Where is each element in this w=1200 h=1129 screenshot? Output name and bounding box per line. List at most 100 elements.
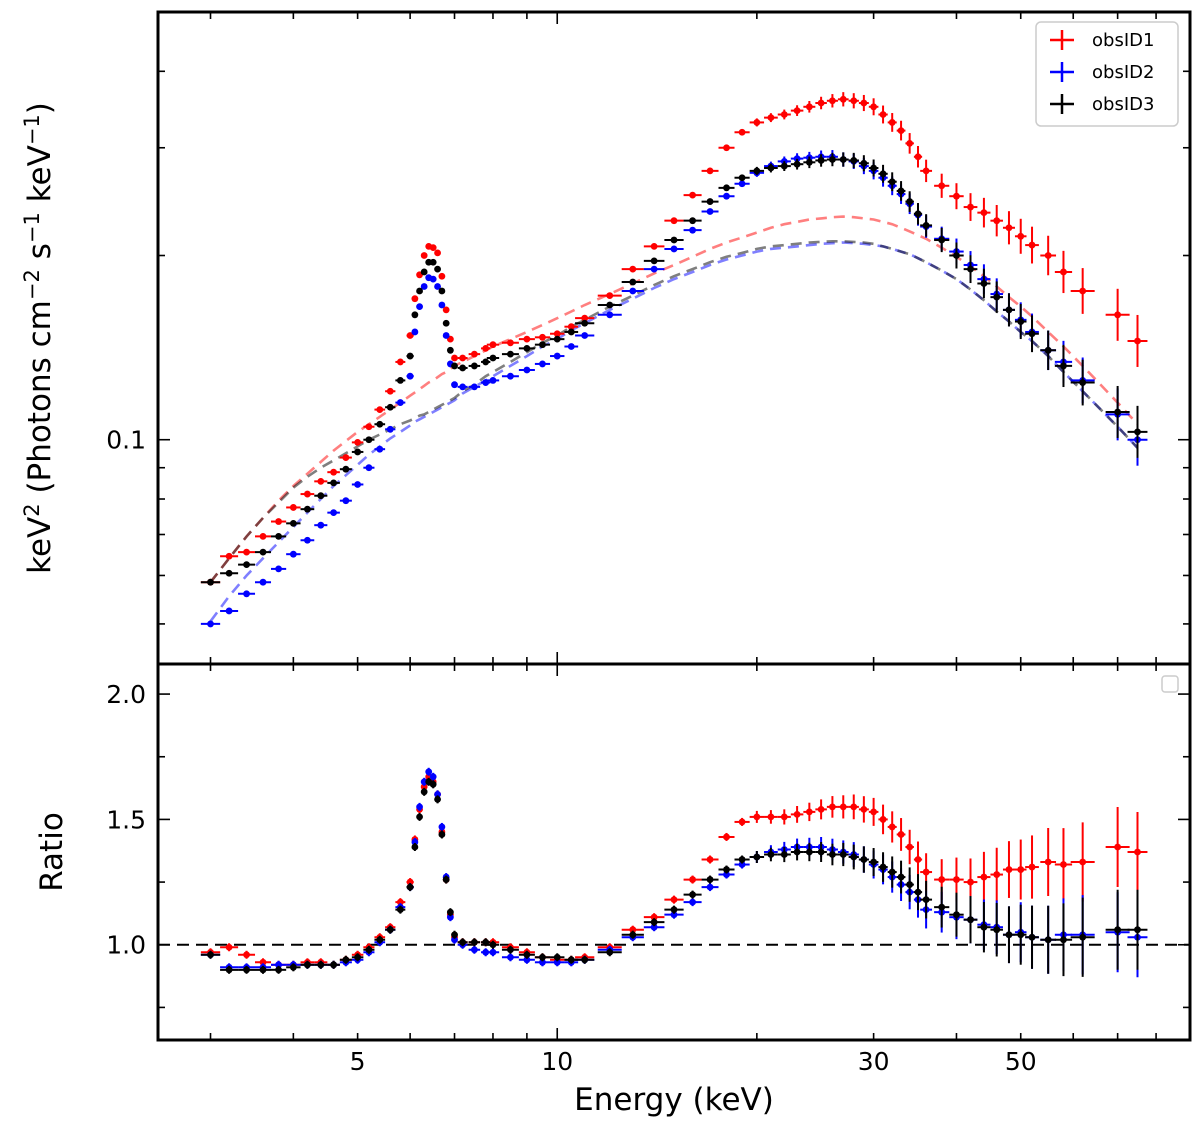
spectrum-point-obsID2-marker — [396, 399, 404, 406]
spectrum-point-obsID3-marker — [482, 358, 490, 366]
spectrum-point-obsID1-marker — [581, 314, 589, 322]
spectrum-point-obsID1 — [406, 332, 414, 339]
ratio-point-obsID3-marker — [1005, 931, 1013, 939]
spectrum-point-obsID2-marker — [489, 377, 497, 384]
spectrum-point-obsID3 — [1002, 293, 1015, 327]
spectrum-point-obsID3-marker — [304, 505, 311, 513]
spectrum-point-obsID1 — [442, 306, 450, 314]
spectrum-point-obsID1-marker — [829, 97, 836, 105]
spectrum-point-obsID1-marker — [451, 354, 458, 362]
spectrum-point-obsID1-marker — [470, 350, 478, 358]
spectrum-point-obsID2 — [411, 328, 419, 336]
ratio-point-obsID3-marker — [1134, 926, 1141, 934]
ratio-data-points — [200, 767, 1148, 978]
ratio-point-obsID3-marker — [567, 956, 575, 964]
ratio-point-obsID3-marker — [207, 951, 214, 959]
spectrum-point-obsID1-marker — [980, 209, 988, 217]
spectrum-point-obsID1 — [868, 98, 879, 116]
spectrum-point-obsID1-marker — [243, 548, 250, 556]
spectrum-point-obsID3-marker — [459, 364, 467, 372]
ratio-point-obsID2-marker — [489, 948, 497, 956]
ratio-point-obsID3 — [701, 875, 719, 884]
spectrum-point-obsID3 — [621, 278, 644, 286]
spectrum-point-obsID2-marker — [451, 381, 458, 389]
ratio-point-obsID3 — [949, 892, 964, 937]
spectrum-point-obsID3-marker — [922, 221, 930, 229]
ratio-point-obsID1 — [826, 796, 838, 818]
ratio-y-axis-label: Ratio — [34, 812, 70, 892]
ratio-point-obsID3 — [575, 955, 595, 964]
spectrum-point-obsID3 — [220, 569, 239, 577]
ratio-point-obsID3-marker — [365, 946, 373, 954]
spectrum-point-obsID1-marker — [330, 468, 338, 476]
spectrum-point-obsID2-marker — [581, 332, 589, 339]
spectrum-point-obsID3 — [777, 161, 791, 171]
spectrum-point-obsID3 — [327, 479, 340, 487]
ratio-point-obsID1-marker — [1134, 848, 1141, 856]
ratio-point-obsID3-marker — [225, 966, 233, 974]
spectrum-point-obsID1 — [327, 468, 340, 476]
ratio-point-obsID1 — [815, 799, 827, 820]
spectrum-point-obsID1-marker — [650, 242, 658, 250]
spectrum-point-obsID3-marker — [953, 252, 960, 259]
ratio-point-obsID3 — [777, 846, 791, 863]
spectrum-point-obsID1 — [385, 387, 396, 395]
spectrum-point-obsID2 — [621, 287, 644, 295]
spectrum-point-obsID2 — [664, 245, 684, 253]
ratio-point-obsID3-marker — [243, 966, 250, 974]
spectrum-point-obsID3-marker — [581, 319, 589, 327]
spectrum-point-obsID3-marker — [429, 258, 437, 266]
spectrum-point-obsID3-marker — [470, 362, 478, 370]
spectrum-point-obsID3 — [597, 301, 622, 309]
spectrum-point-obsID2 — [486, 377, 500, 384]
legend-entry-obsID2: obsID2 — [1050, 62, 1154, 83]
spectrum-point-obsID3-marker — [365, 436, 373, 444]
ratio-point-obsID2-marker — [438, 823, 446, 831]
ratio-point-obsID1-marker — [406, 878, 414, 886]
spectrum-point-obsID3-marker — [567, 328, 575, 336]
spectrum-point-obsID3 — [411, 311, 419, 319]
legend-box — [1035, 21, 1179, 127]
ratio-point-obsID3-marker — [342, 956, 350, 964]
ratio-point-obsID3-marker — [922, 896, 930, 904]
spectrum-point-obsID2-marker — [304, 536, 311, 544]
spectrum-point-obsID2 — [416, 303, 423, 311]
model-curve-obsID3 — [209, 240, 1139, 583]
ratio-point-obsID3 — [664, 905, 684, 914]
spectrum-point-obsID1-marker — [1134, 337, 1141, 345]
ratio-point-obsID1 — [664, 895, 684, 904]
spectrum-point-obsID2 — [643, 265, 665, 273]
ratio-point-obsID3-marker — [539, 953, 546, 961]
ratio-point-obsID1 — [406, 878, 414, 887]
spectrum-point-obsID1 — [314, 477, 328, 485]
spectrum-point-obsID2 — [300, 536, 315, 544]
ratio-point-obsID1-marker — [650, 913, 658, 921]
spectrum-point-obsID2-marker — [207, 620, 214, 628]
ratio-point-obsID2-marker — [723, 871, 730, 878]
spectrum-point-obsID3 — [486, 354, 500, 362]
spectrum-point-obsID1-marker — [434, 249, 441, 257]
spectrum-point-obsID1 — [1025, 226, 1039, 264]
ratio-point-obsID3 — [286, 963, 301, 972]
ratio-point-obsID3 — [395, 905, 406, 914]
x-tick-label: 50 — [1005, 1047, 1037, 1076]
ratio-point-obsID3-marker — [767, 851, 775, 858]
spectrum-point-obsID2 — [406, 372, 414, 380]
spectrum-point-obsID3 — [934, 227, 950, 253]
spectrum-point-obsID3-marker — [438, 287, 446, 295]
spectrum-point-obsID2-marker — [553, 352, 561, 360]
spectrum-point-obsID1 — [1014, 218, 1027, 254]
spectrum-point-obsID3 — [416, 287, 423, 295]
spectrum-point-obsID1 — [878, 105, 888, 124]
spectrum-point-obsID1-marker — [938, 182, 946, 190]
ratio-point-obsID3-marker — [738, 856, 746, 863]
spectrum-point-obsID3-marker — [870, 164, 878, 172]
spectrum-point-obsID3 — [501, 350, 519, 358]
spectrum-point-obsID3-marker — [906, 198, 914, 205]
spectrum-point-obsID1 — [977, 197, 991, 228]
spectrum-data-points — [200, 92, 1148, 628]
spectrum-point-obsID2 — [429, 275, 437, 283]
ratio-point-obsID2-marker — [411, 838, 419, 846]
legend-label-obsID1: obsID1 — [1092, 30, 1154, 51]
